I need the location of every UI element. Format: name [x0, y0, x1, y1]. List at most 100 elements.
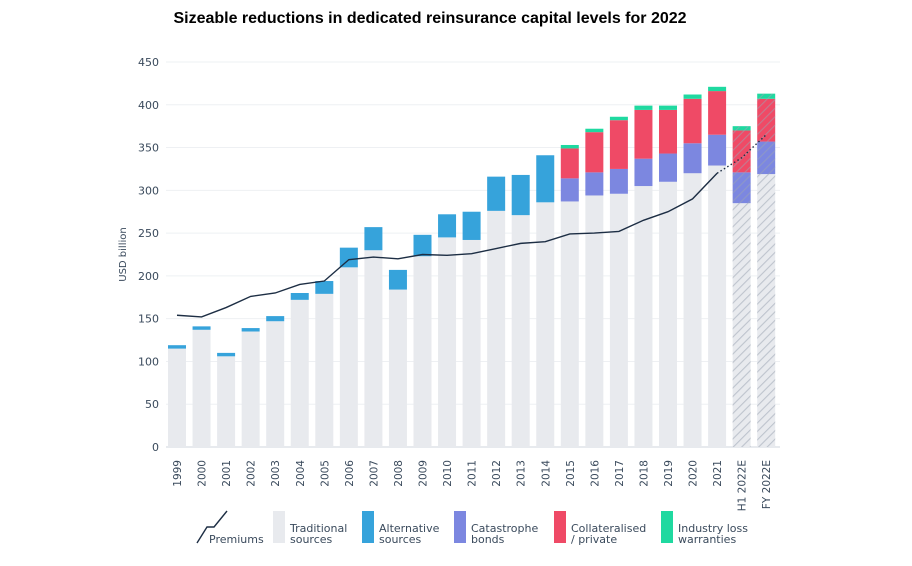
bar-traditional-sources-2015	[560, 201, 579, 447]
x-tick-label: FY 2022E	[761, 460, 773, 509]
legend-label: Traditional	[289, 522, 347, 535]
bar-industry-loss-warranties-2021	[708, 86, 727, 92]
bar-traditional-sources-2011	[462, 239, 481, 447]
bar-alternative-sources-2007	[364, 227, 383, 251]
bar-traditional-sources-2021	[708, 165, 727, 447]
bar-traditional-sources-2014	[536, 202, 555, 447]
legend-label: Industry loss	[678, 522, 748, 535]
bar-collateralised-private-2016	[585, 132, 604, 173]
estimate-hatch	[732, 172, 751, 204]
bar-traditional-sources-2009	[413, 256, 432, 447]
bar-alternative-sources-2014	[536, 155, 555, 203]
x-tick-label: 2002	[246, 460, 258, 487]
bar-traditional-sources-2007	[364, 250, 383, 447]
estimate-hatch	[732, 203, 751, 447]
legend-label: Catastrophe	[471, 522, 538, 535]
legend-swatch-premiums	[196, 510, 228, 544]
x-tick-label: 2018	[638, 460, 650, 487]
x-tick-label: 2013	[516, 460, 528, 487]
x-tick-label: 2017	[614, 460, 626, 487]
y-tick-label: 450	[138, 56, 159, 69]
x-tick-label: 2020	[688, 460, 700, 487]
bar-alternative-sources-2001	[217, 352, 236, 357]
bar-industry-loss-warranties-2018	[634, 105, 653, 110]
bar-traditional-sources-2020	[683, 173, 702, 447]
y-tick-label: 300	[138, 184, 159, 197]
bar-alternative-sources-2003	[266, 316, 285, 322]
y-tick-label: 150	[138, 313, 159, 326]
bar-industry-loss-warranties-2015	[560, 144, 579, 149]
bar-industry-loss-warranties-2017	[609, 116, 628, 121]
legend-swatch-alternative	[362, 511, 374, 543]
y-tick-label: 250	[138, 227, 159, 240]
y-axis-label: USD billion	[118, 227, 129, 281]
bar-collateralised-private-2020	[683, 98, 702, 144]
x-tick-label: 2006	[344, 460, 356, 487]
legend-label: sources	[290, 533, 333, 546]
bar-traditional-sources-2000	[192, 329, 211, 447]
bar-alternative-sources-2000	[192, 326, 211, 330]
bar-alternative-sources-2012	[487, 176, 506, 211]
bar-collateralised-private-2019	[659, 109, 677, 154]
y-tick-label: 0	[152, 441, 159, 454]
bar-industry-loss-warranties-2020	[683, 94, 702, 99]
x-tick-label: 2000	[197, 460, 209, 487]
legend-label: / private	[571, 533, 617, 546]
x-axis: 1999 2000 2001 2002 2003 2004 2005 2006 2007 2008…	[172, 460, 773, 512]
y-tick-label: 350	[138, 142, 159, 155]
bar-traditional-sources-2002	[241, 331, 260, 447]
legend-label: sources	[379, 533, 422, 546]
bar-collateralised-private-2018	[634, 109, 653, 159]
y-tick-label: 100	[138, 355, 159, 368]
y-tick-label: 400	[138, 99, 159, 112]
bar-catastrophe-bonds-2016	[585, 172, 604, 196]
bar-industry-loss-warranties-2019	[659, 105, 677, 110]
x-tick-label: 2012	[491, 460, 503, 487]
legend-swatch-collateralised	[554, 511, 566, 543]
bar-traditional-sources-2012	[487, 210, 506, 447]
bar-traditional-sources-2010	[438, 237, 457, 447]
x-tick-label: 1999	[172, 460, 184, 487]
bar-collateralised-private-2015	[560, 148, 579, 179]
y-tick-label: 50	[145, 398, 159, 411]
estimate-hatch	[757, 98, 776, 142]
bar-collateralised-private-2017	[609, 120, 628, 169]
x-tick-label: 2005	[319, 460, 331, 487]
x-tick-label: H1 2022E	[737, 460, 749, 511]
bar-traditional-sources-2017	[609, 193, 628, 447]
bar-traditional-sources-2018	[634, 186, 653, 448]
bar-alternative-sources-2009	[413, 234, 432, 257]
bar-traditional-sources-1999	[168, 348, 186, 447]
bar-traditional-sources-2008	[388, 289, 407, 447]
x-tick-label: 2007	[368, 460, 380, 487]
estimate-hatch	[732, 126, 751, 131]
bar-alternative-sources-2004	[290, 293, 309, 300]
legend-label: Collateralised	[571, 522, 646, 535]
x-tick-label: 2008	[393, 460, 405, 487]
bar-catastrophe-bonds-2019	[659, 153, 677, 182]
bar-alternative-sources-2005	[315, 281, 334, 294]
x-tick-label: 2004	[295, 460, 307, 487]
bar-traditional-sources-2003	[266, 321, 285, 447]
bar-catastrophe-bonds-2017	[609, 168, 628, 194]
legend-swatch-ilw	[661, 511, 673, 543]
bar-traditional-sources-2013	[511, 215, 530, 447]
bar-traditional-sources-2004	[290, 299, 309, 447]
estimate-hatch	[757, 174, 776, 448]
bar-traditional-sources-2005	[315, 293, 334, 447]
y-axis: 0 50 100 150 200 250 300 350 400 450	[138, 56, 159, 454]
premiums-line	[176, 134, 767, 318]
x-tick-label: 2003	[270, 460, 282, 487]
bar-alternative-sources-2013	[511, 174, 530, 216]
legend-label: Premiums	[209, 533, 264, 546]
legend-swatch-traditional	[273, 511, 285, 543]
estimate-hatch	[732, 130, 751, 173]
legend-item-premiums: Premiums	[196, 510, 264, 546]
legend-label: warranties	[678, 533, 736, 546]
legend: PremiumsTraditionalsourcesAlternativesou…	[196, 510, 748, 546]
x-tick-label: 2001	[221, 460, 233, 487]
bar-traditional-sources-2016	[585, 195, 604, 447]
